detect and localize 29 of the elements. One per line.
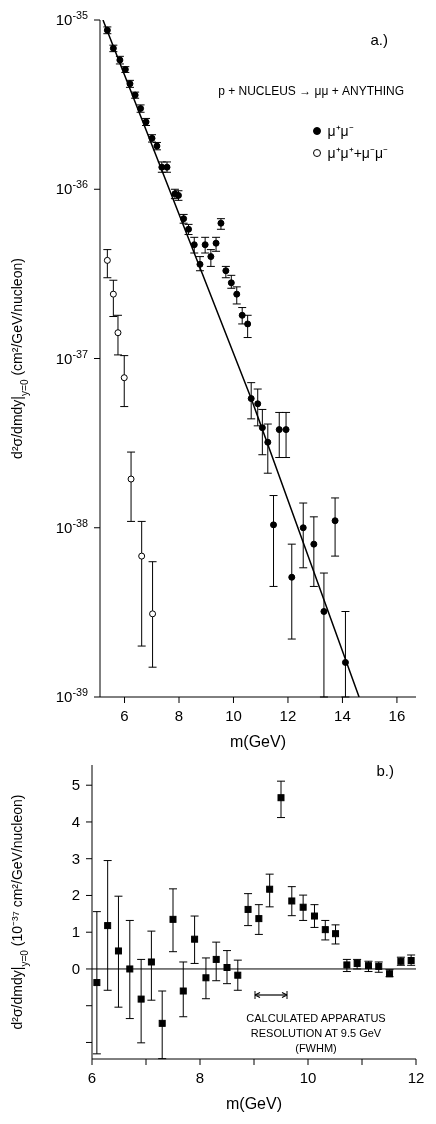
y-tick-label: 10$^{-35}$ — [55, 9, 88, 28]
y-tick-label: 5 — [71, 776, 80, 794]
x-tick-label: 10 — [225, 707, 242, 724]
annotation: a.) — [370, 31, 388, 48]
legend-label: μ⁺μ⁺+μ⁻μ⁻ — [327, 144, 388, 163]
x-tick-label: 16 — [388, 707, 406, 724]
x-tick-label: 6 — [87, 1069, 97, 1086]
y-tick-label: 2 — [71, 886, 80, 904]
y-tick-label: 3 — [71, 849, 80, 867]
y-tick-label: 10$^{-38}$ — [55, 516, 88, 536]
y-tick-label: 10$^{-36}$ — [55, 178, 88, 198]
y-tick-label: 10$^{-39}$ — [55, 686, 88, 705]
y-tick-label: 10$^{-37}$ — [55, 347, 88, 367]
annotation: b.) — [376, 762, 394, 779]
y-tick-label: 0 — [71, 959, 80, 977]
x-axis-title: m(GeV) — [226, 1095, 282, 1112]
x-tick-label: 8 — [195, 1069, 205, 1086]
x-tick-label: 12 — [279, 707, 297, 724]
x-axis-title: m(GeV) — [230, 733, 286, 750]
x-tick-label: 14 — [334, 707, 351, 724]
x-tick-label: 12 — [407, 1069, 425, 1086]
y-tick-label: 4 — [71, 812, 80, 830]
x-tick-label: 10 — [299, 1069, 317, 1086]
y-tick-label: 1 — [71, 923, 80, 941]
x-tick-label: 8 — [174, 707, 184, 724]
annotation: CALCULATED APPARATUS RESOLUTION AT 9.5 GeV (FWHM) — [245, 1011, 387, 1056]
annotation: p + NUCLEUS → μμ + ANYTHING — [218, 84, 404, 99]
legend-label: μ⁺μ⁻ — [327, 122, 354, 141]
x-tick-label: 6 — [120, 707, 129, 724]
